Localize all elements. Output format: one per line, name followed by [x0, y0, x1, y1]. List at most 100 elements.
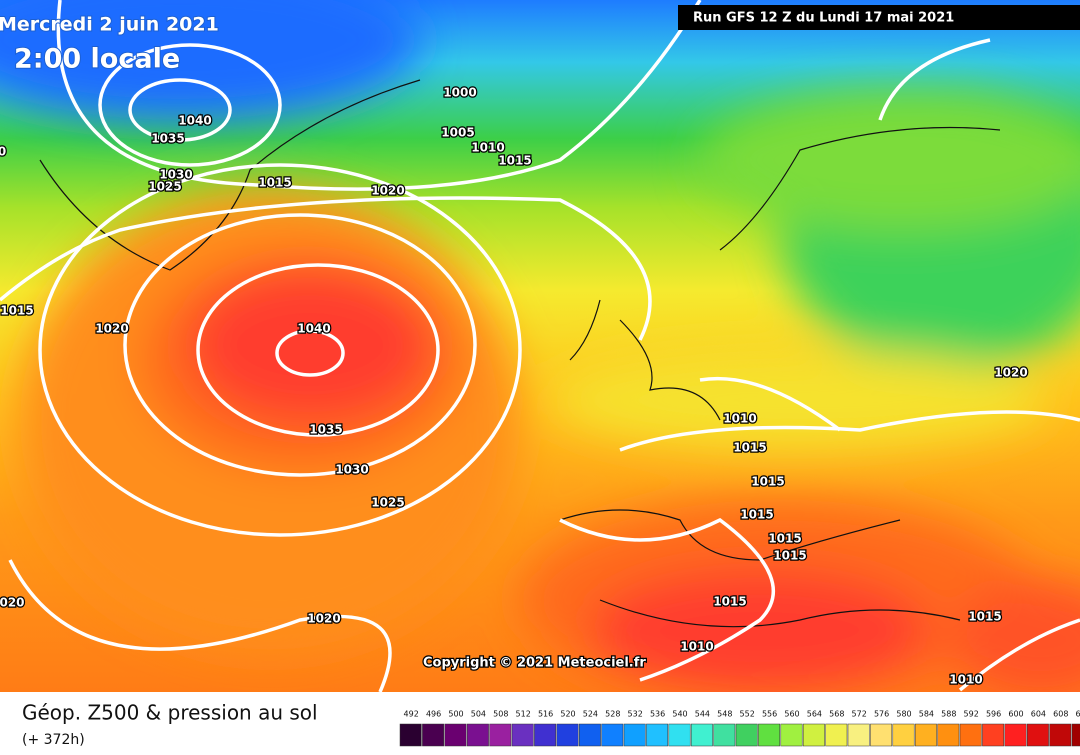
scale-label: 572	[852, 710, 867, 719]
isobar-label: 1010	[949, 673, 982, 687]
isobars	[0, 0, 1080, 692]
scale-label: 544	[695, 710, 710, 719]
scale-swatch	[1071, 723, 1080, 747]
scale-label: 536	[650, 710, 665, 719]
scale-label: 528	[605, 710, 620, 719]
scale-label: 588	[941, 710, 956, 719]
isobar-label: 1015	[713, 595, 746, 609]
isobar-label: 1015	[498, 154, 531, 168]
date: Mercredi 2 juin 2021	[0, 14, 219, 36]
scale-swatch	[1026, 723, 1049, 747]
scale-label: 568	[829, 710, 844, 719]
scale-label: 600	[1008, 710, 1023, 719]
copyright: Copyright © 2021 Meteociel.fr	[423, 656, 646, 671]
scale-swatch	[937, 723, 960, 747]
isobar-label: 1010	[471, 141, 504, 155]
scale-label: 524	[583, 710, 598, 719]
forecast-lead: (+ 372h)	[22, 732, 85, 748]
scale-label: 608	[1053, 710, 1068, 719]
scale-label: 592	[964, 710, 979, 719]
scale-swatch	[690, 723, 713, 747]
scale-swatch	[1004, 723, 1027, 747]
scale-swatch	[422, 723, 445, 747]
isobar-label: 1015	[768, 532, 801, 546]
isobar-label: 1010	[680, 640, 713, 654]
scale-swatch	[646, 723, 669, 747]
isobar-label: 1015	[968, 610, 1001, 624]
isobar-label: 1040	[178, 114, 211, 128]
color-scale: 492 496 500 504 508 512 516 520 524 528 532 536 540 5…	[399, 710, 1080, 747]
isobar-label: 1030	[159, 168, 192, 182]
scale-label: 564	[807, 710, 822, 719]
isobar-label: 1040	[297, 322, 330, 336]
scale-swatch	[802, 723, 825, 747]
scale-swatch	[735, 723, 758, 747]
scale-swatch	[466, 723, 489, 747]
scale-label: 532	[628, 710, 643, 719]
scale-swatch	[758, 723, 781, 747]
scale-swatch	[534, 723, 557, 747]
scale-swatch	[668, 723, 691, 747]
scale-swatch	[444, 723, 467, 747]
isobar-label: 1015	[751, 475, 784, 489]
isobar-label: 1010	[723, 412, 756, 426]
isobar-label: 1015	[740, 508, 773, 522]
isobar-label: 1000	[443, 86, 476, 100]
isobar-label: 1015	[733, 441, 766, 455]
scale-swatch	[623, 723, 646, 747]
scale-label: 500	[448, 710, 463, 719]
scale-label: 576	[874, 710, 889, 719]
scale-label: 508	[493, 710, 508, 719]
legend-title: Géop. Z500 & pression au sol	[22, 701, 318, 725]
isobar-label: 1020	[95, 322, 128, 336]
scale-label: 596	[986, 710, 1001, 719]
isobar-label: 1020	[307, 612, 340, 626]
local-time: 2:00 locale	[14, 44, 180, 75]
scale-label: 516	[538, 710, 553, 719]
run-info: Run GFS 12 Z du Lundi 17 mai 2021	[693, 11, 954, 26]
scale-swatch	[399, 723, 422, 747]
scale-label: 512	[516, 710, 531, 719]
scale-swatch	[1049, 723, 1072, 747]
scale-swatch	[601, 723, 624, 747]
scale-swatch	[825, 723, 848, 747]
scale-label: 504	[471, 710, 486, 719]
scale-swatch	[489, 723, 512, 747]
isobar-label: 1020	[994, 366, 1027, 380]
scale-label: 492	[404, 710, 419, 719]
scale-label: 496	[426, 710, 441, 719]
isobar-label: 1005	[441, 126, 474, 140]
isobar-label: 1030	[335, 463, 368, 477]
scale-swatch	[847, 723, 870, 747]
scale-label: 612	[1076, 710, 1080, 719]
scale-label: 520	[560, 710, 575, 719]
isobar-label: 1035	[151, 132, 184, 146]
scale-swatch	[780, 723, 803, 747]
run-banner	[678, 5, 1080, 30]
scale-label: 552	[740, 710, 755, 719]
isobar-label: 020	[0, 596, 25, 610]
scale-swatch	[713, 723, 736, 747]
isobar-label: 1025	[148, 180, 181, 194]
scale-label: 556	[762, 710, 777, 719]
scale-label: 560	[784, 710, 799, 719]
scale-label: 548	[717, 710, 732, 719]
isobar-label: 1025	[371, 496, 404, 510]
isobar-label: 1035	[309, 423, 342, 437]
scale-label: 580	[896, 710, 911, 719]
isobar-label: 1015	[773, 549, 806, 563]
isobar-label: 1020	[371, 184, 404, 198]
scale-swatch	[959, 723, 982, 747]
isobar-label: 0	[0, 145, 6, 159]
scale-swatch	[892, 723, 915, 747]
scale-label: 540	[672, 710, 687, 719]
map-background	[0, 0, 1080, 700]
scale-swatch	[982, 723, 1005, 747]
scale-swatch	[511, 723, 534, 747]
scale-swatch	[578, 723, 601, 747]
scale-label: 604	[1031, 710, 1046, 719]
scale-label: 584	[919, 710, 934, 719]
